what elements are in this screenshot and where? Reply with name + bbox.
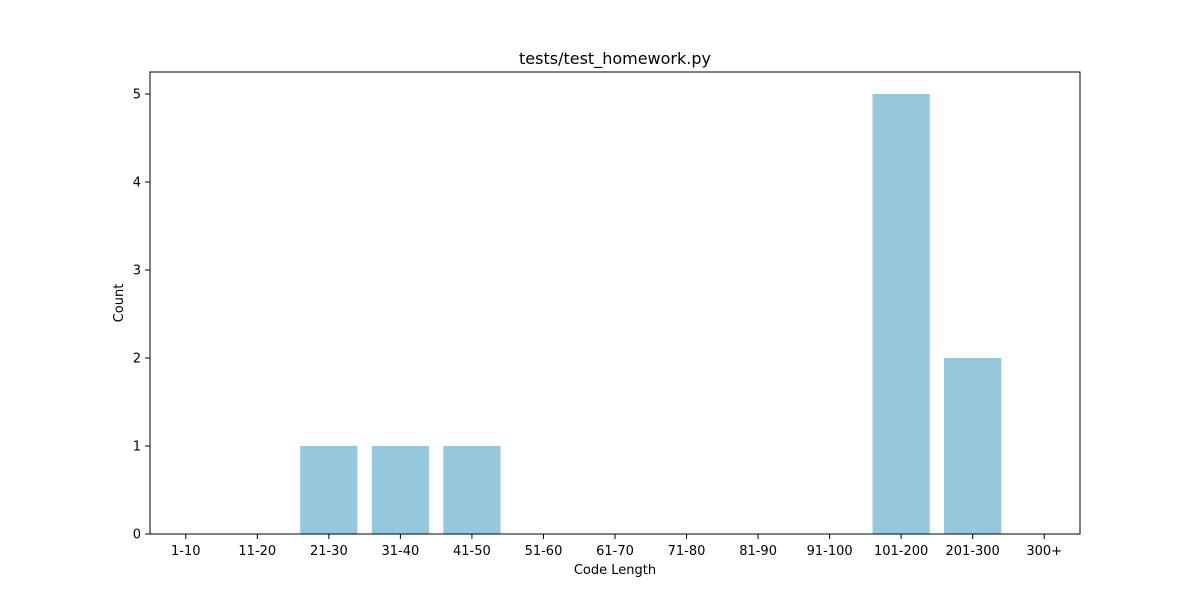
x-tick-label: 101-200 xyxy=(874,544,928,559)
plot-frame xyxy=(149,71,1081,535)
x-tick-label: 61-70 xyxy=(596,544,634,559)
chart-title: tests/test_homework.py xyxy=(519,49,711,69)
x-tick-label: 21-30 xyxy=(310,544,348,559)
x-tick-label: 11-20 xyxy=(238,544,276,559)
x-tick-label: 41-50 xyxy=(453,544,491,559)
bars xyxy=(300,94,1002,534)
x-tick-label: 71-80 xyxy=(668,544,706,559)
x-tick-label: 81-90 xyxy=(739,544,777,559)
y-axis: 0 1 2 3 4 5 xyxy=(133,88,150,543)
x-tick-label: 91-100 xyxy=(807,544,853,559)
bar-201-300 xyxy=(944,358,1002,534)
y-tick-label: 3 xyxy=(133,264,141,279)
y-tick-label: 2 xyxy=(133,352,141,367)
bar-101-200 xyxy=(872,94,930,534)
y-tick-label: 4 xyxy=(133,176,141,191)
x-axis-label: Code Length xyxy=(574,563,656,578)
x-tick-label: 1-10 xyxy=(171,544,201,559)
x-tick-label: 300+ xyxy=(1026,544,1062,559)
bar-41-50 xyxy=(443,446,501,534)
y-tick-label: 0 xyxy=(133,528,141,543)
x-axis: 1-10 11-20 21-30 31-40 41-50 51-60 61-70 71-80 8… xyxy=(171,534,1062,559)
y-axis-label: Count xyxy=(112,284,127,323)
y-tick-label: 5 xyxy=(133,88,141,103)
x-tick-label: 201-300 xyxy=(946,544,1000,559)
x-tick-label: 31-40 xyxy=(381,544,419,559)
x-tick-label: 51-60 xyxy=(525,544,563,559)
y-tick-label: 1 xyxy=(133,440,141,455)
bar-31-40 xyxy=(371,446,429,534)
bar-21-30 xyxy=(300,446,358,534)
